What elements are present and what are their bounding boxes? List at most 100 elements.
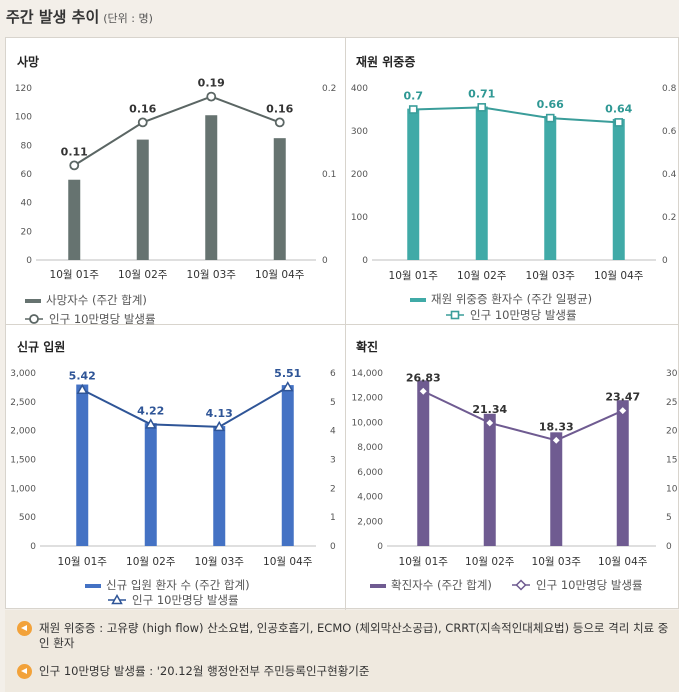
y-right-tick: 0.1 (322, 170, 336, 180)
x-tick-label: 10월 02주 (118, 269, 168, 281)
bar-hosp (281, 385, 294, 546)
bar-confirmed (417, 380, 430, 546)
y-right-tick: 2 (330, 484, 336, 494)
bar-confirmed (616, 400, 629, 546)
y-left-tick: 100 (351, 213, 368, 223)
legend-line-label: 인구 10만명당 발생률 (132, 593, 239, 607)
legend-line-marker (515, 579, 527, 591)
rate-line-hosp (81, 386, 289, 428)
rate-marker (614, 118, 624, 127)
y-left-tick: 8,000 (357, 443, 383, 453)
y-right-tick: 4 (330, 427, 336, 437)
rate-marker (69, 160, 80, 171)
data-label: 0.16 (266, 102, 293, 115)
y-right-tick: 15 (666, 456, 677, 466)
y-left-tick: 14,000 (352, 369, 384, 379)
data-label: 0.66 (537, 98, 564, 111)
x-tick-label: 10월 04주 (255, 269, 305, 281)
legend-bar-swatch (25, 299, 41, 303)
y-left-tick: 200 (351, 170, 368, 180)
bar-hosp (76, 384, 89, 546)
horizontal-divider (6, 324, 679, 325)
y-left-tick: 6,000 (357, 468, 383, 478)
rate-marker (137, 117, 148, 128)
rate-marker (206, 91, 217, 102)
rate-marker (144, 418, 157, 429)
data-label: 0.11 (61, 145, 88, 158)
bar-death (136, 139, 149, 260)
x-tick-label: 10월 01주 (399, 556, 449, 568)
y-right-tick: 0 (330, 542, 336, 552)
y-left-tick: 12,000 (352, 394, 384, 404)
rate-marker (213, 420, 226, 432)
rate-marker (281, 381, 294, 392)
legend-line-marker (450, 310, 460, 320)
y-left-tick: 400 (351, 84, 368, 94)
y-left-tick: 0 (30, 542, 36, 552)
speaker-icon (17, 664, 32, 679)
x-tick-label: 10월 01주 (389, 270, 439, 282)
rate-marker (477, 103, 487, 112)
rate-marker (617, 405, 629, 417)
legend-bar-swatch (85, 584, 101, 588)
bar-hosp (144, 423, 157, 546)
data-label: 23.47 (605, 391, 640, 404)
y-right-tick: 1 (330, 513, 336, 523)
y-right-tick: 0.4 (662, 170, 677, 180)
legend-bar-label: 신규 입원 환자 수 (주간 합계) (106, 578, 250, 592)
chart-title-death: 사망 (17, 54, 39, 69)
rate-line-confirmed (422, 390, 624, 442)
bar-death (68, 179, 81, 260)
y-left-tick: 60 (21, 170, 33, 180)
rate-line-death (73, 95, 281, 167)
bar-severe (544, 115, 557, 260)
y-right-tick: 6 (330, 369, 336, 379)
rate-marker (484, 417, 496, 429)
notes-box: 재원 위중증 : 고유량 (high flow) 산소요법, 인공호흡기, EC… (5, 610, 679, 692)
y-left-tick: 1,500 (10, 456, 36, 466)
y-right-tick: 0.6 (662, 127, 677, 137)
y-left-tick: 4,000 (357, 493, 383, 503)
y-right-tick: 0.8 (662, 84, 677, 94)
rate-marker (550, 434, 562, 446)
y-right-tick: 20 (666, 427, 678, 437)
note-text: 재원 위중증 : 고유량 (high flow) 산소요법, 인공호흡기, EC… (39, 621, 669, 650)
bar-severe (407, 108, 420, 260)
legend-bar-swatch (370, 584, 386, 588)
header: 주간 발생 추이 (단위 : 명) (0, 0, 679, 36)
x-tick-label: 10월 01주 (58, 556, 108, 568)
bar-death (273, 138, 286, 260)
legend-bar-label: 확진자수 (주간 합계) (391, 578, 492, 592)
bar-hosp (213, 426, 226, 546)
rate-marker (274, 117, 285, 128)
y-right-tick: 3 (330, 456, 336, 466)
data-label: 5.42 (69, 370, 96, 383)
data-label: 26.83 (406, 371, 441, 384)
x-tick-label: 10월 03주 (526, 270, 576, 282)
rate-marker (417, 385, 429, 397)
legend-bar-swatch (410, 298, 426, 302)
x-tick-label: 10월 03주 (187, 269, 237, 281)
data-label: 0.7 (404, 90, 424, 103)
x-tick-label: 10월 04주 (263, 556, 313, 568)
legend-bar-label: 사망자수 (주간 합계) (46, 293, 147, 307)
x-tick-label: 10월 03주 (195, 556, 245, 568)
y-left-tick: 2,000 (357, 517, 383, 527)
y-left-tick: 0 (362, 256, 368, 266)
legend-line-marker (111, 593, 123, 605)
y-left-tick: 2,000 (10, 427, 36, 437)
x-tick-label: 10월 03주 (532, 556, 582, 568)
chart-title-hosp: 신규 입원 (17, 339, 65, 354)
y-right-tick: 0 (662, 256, 668, 266)
y-right-tick: 0.2 (662, 213, 676, 223)
bar-severe (612, 118, 625, 261)
data-label: 21.34 (472, 403, 507, 416)
bar-confirmed (550, 432, 563, 546)
data-label: 0.16 (129, 102, 156, 115)
rate-marker (408, 105, 418, 114)
bar-death (205, 115, 218, 260)
y-left-tick: 20 (21, 227, 33, 237)
data-label: 4.22 (137, 404, 164, 417)
data-label: 0.64 (605, 102, 632, 115)
